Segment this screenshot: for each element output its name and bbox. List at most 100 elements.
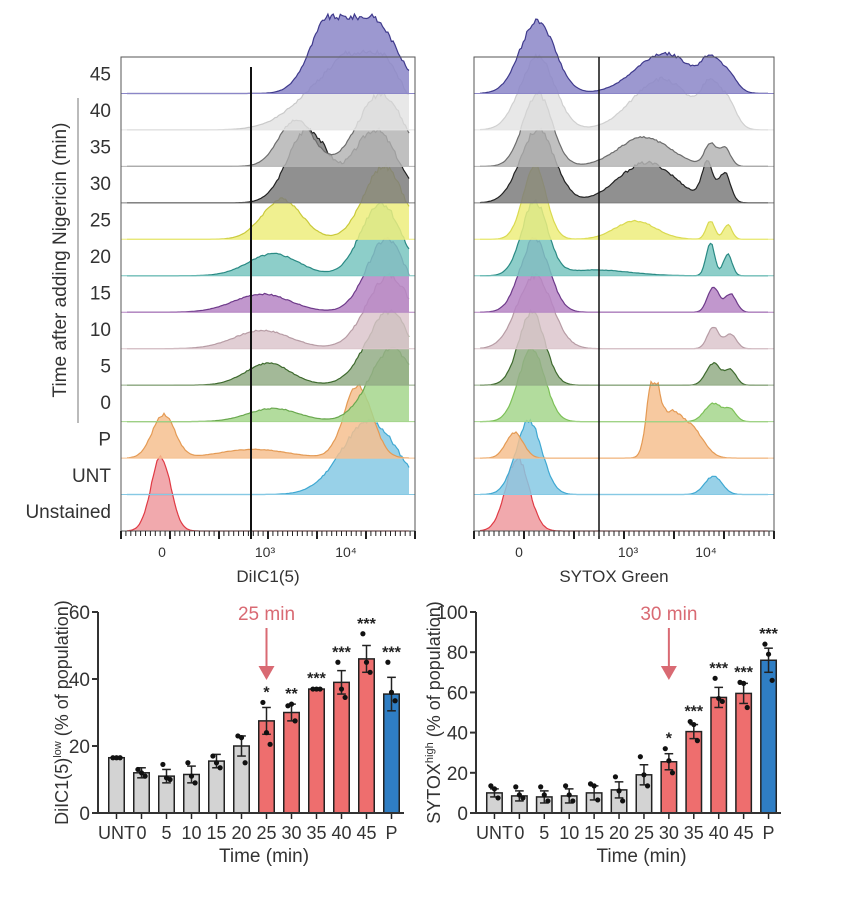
x-tick-label-10: 10	[181, 823, 201, 843]
data-point	[563, 783, 569, 789]
bar-35[interactable]	[685, 730, 703, 814]
row-label-10: 10	[90, 320, 111, 341]
data-point	[385, 659, 391, 665]
histogram-fill-30	[127, 128, 409, 203]
histogram-fill-unstained	[480, 457, 768, 531]
sytox-bar-chart: ******* ****** UNT 0 5 10 15 20 25 30 35 40 45 P0204…	[424, 601, 781, 867]
histogram-fill-15	[480, 237, 768, 313]
histogram-fill-30	[480, 128, 768, 203]
bar-40[interactable]	[710, 696, 728, 814]
x-tick-label-p: P	[763, 823, 775, 843]
data-point	[192, 780, 198, 786]
histogram-fill-10	[127, 273, 409, 349]
data-point	[637, 754, 643, 760]
data-point	[488, 783, 494, 789]
histogram-fill-45	[127, 14, 409, 94]
annotation-arrow-head	[258, 666, 275, 680]
data-point	[292, 718, 298, 724]
data-point	[160, 761, 166, 768]
bar-unt[interactable]	[108, 756, 125, 814]
data-point	[769, 677, 775, 683]
significance-marker: ***	[382, 644, 401, 661]
data-point	[313, 686, 320, 692]
x-tick-label-35: 35	[306, 823, 326, 843]
row-label-p: P	[98, 429, 111, 450]
data-point	[342, 694, 348, 701]
histogram-outline-p	[126, 383, 410, 459]
dilc1-x-axis-label: DiIC1(5)	[236, 567, 299, 586]
row-label-40: 40	[90, 101, 111, 122]
data-point	[185, 760, 191, 766]
data-point	[644, 783, 651, 789]
data-point	[691, 721, 697, 728]
bar-35[interactable]	[308, 688, 325, 814]
x-tick-label-35: 35	[684, 823, 704, 843]
data-point	[491, 786, 498, 792]
bar-p[interactable]	[383, 693, 400, 814]
significance-marker: *	[263, 684, 270, 701]
data-point	[712, 675, 718, 681]
histogram-fill-10	[480, 273, 768, 349]
data-point	[641, 772, 647, 778]
data-point	[388, 689, 395, 696]
x-tick-label-p: P	[385, 823, 397, 843]
data-point	[242, 760, 248, 766]
bar-45[interactable]	[735, 692, 753, 814]
significance-marker: ***	[332, 644, 351, 661]
x-tick-label-20: 20	[609, 823, 629, 843]
x-tick-label-30: 30	[281, 823, 301, 843]
histogram-fill-0	[480, 348, 768, 422]
sytox-x-ticks	[473, 531, 775, 539]
histogram-fill-p	[480, 381, 768, 459]
x-tick-label-0: 0	[136, 823, 146, 843]
dilc1-annotation-25min: 25 min	[238, 604, 295, 680]
bar-p[interactable]	[760, 659, 778, 814]
histogram-fill-unt	[127, 419, 409, 495]
data-point	[662, 746, 668, 752]
data-point	[538, 784, 544, 790]
sytox-bar-x-axis-label: Time (min)	[596, 846, 686, 867]
data-point	[113, 755, 120, 761]
histogram-fill-20	[480, 199, 768, 276]
data-point	[620, 798, 626, 804]
x-tick-label-15: 15	[206, 823, 226, 843]
data-point	[392, 698, 398, 704]
row-label-unt: UNT	[72, 466, 111, 487]
x-tick-label-25: 25	[634, 823, 654, 843]
bar-40[interactable]	[333, 681, 350, 814]
data-point	[217, 765, 223, 771]
x-tick-label-5: 5	[539, 823, 549, 843]
data-point	[135, 766, 141, 773]
data-point	[310, 686, 316, 692]
bar-0[interactable]	[133, 772, 150, 814]
sytox-annotation-30min: 30 min	[640, 604, 697, 680]
data-point	[138, 770, 145, 776]
histogram-outline-45	[479, 18, 768, 94]
row-label-25: 25	[90, 211, 111, 232]
annotation-label: 25 min	[238, 604, 295, 625]
bar-45[interactable]	[358, 658, 375, 814]
x-tick-label-40: 40	[331, 823, 351, 843]
histogram-fill-p	[127, 384, 409, 459]
data-point	[367, 669, 373, 675]
data-point	[288, 701, 295, 707]
data-point	[238, 735, 245, 741]
y-tick-label: 80	[447, 643, 468, 664]
y-tick-label: 40	[69, 670, 90, 691]
bar-30[interactable]	[283, 711, 300, 814]
y-label-main: SYTOX	[424, 763, 444, 824]
x-tick-label-45: 45	[734, 823, 754, 843]
dilc1-histogram-panel: 0 10³ 10⁴ DiIC1(5) Unstained UNT P 0 5 10 15 20 25…	[25, 12, 416, 586]
data-point	[263, 730, 270, 736]
x-tick-label-5: 5	[161, 823, 171, 843]
x-tick-label: 0	[515, 544, 523, 560]
histogram-fill-unstained	[127, 455, 409, 531]
dilc1-bar-chart: * ************** UNT 0 5 10 15 20 25 30 35 40 45 P02…	[52, 600, 404, 867]
data-point	[335, 659, 341, 665]
x-tick-label-10: 10	[559, 823, 579, 843]
y-label-rest: (% of population)	[52, 600, 72, 741]
x-tick-label-30: 30	[659, 823, 679, 843]
row-label-unstained: Unstained	[25, 502, 111, 523]
y-tick-label: 40	[447, 724, 468, 745]
data-point	[363, 659, 370, 665]
